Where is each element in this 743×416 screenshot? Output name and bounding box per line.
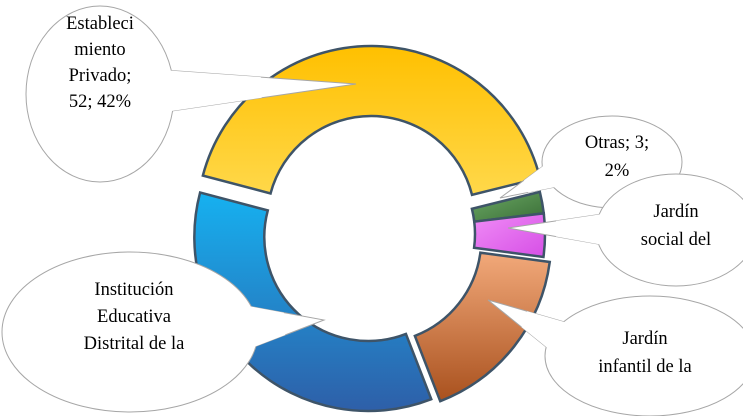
callout-label-line: miento bbox=[74, 40, 125, 60]
callout-label-line: Institución bbox=[94, 280, 173, 300]
callout-bubble bbox=[1, 251, 259, 413]
slice-instituci-n-educativa-distrital-de-la bbox=[193, 191, 433, 413]
callout-label-line: Educativa bbox=[97, 307, 171, 327]
callout-label-line: 52; 42% bbox=[69, 92, 131, 112]
callout-0: Estableci miento Privado; 52; 42% bbox=[25, 5, 357, 183]
callout-label-line: Distrital de la bbox=[84, 334, 185, 354]
callout-label-line: Otras; 3; bbox=[585, 133, 649, 153]
callout-label-line: Privado; bbox=[69, 66, 132, 86]
callout-label-line: 2% bbox=[605, 161, 630, 181]
callout-label-line: social del bbox=[641, 230, 711, 250]
callout-label-line: Jardín bbox=[622, 329, 667, 349]
callout-bubble bbox=[544, 295, 743, 416]
callout-4: Institución Educativa Distrital de la bbox=[1, 251, 326, 413]
slice-establecimiento-privado bbox=[201, 44, 542, 197]
callout-label-line: infantil de la bbox=[598, 357, 692, 377]
slice-jard-n-social-del bbox=[472, 212, 547, 259]
callout-2: Jardín social del bbox=[507, 173, 743, 287]
callout-3: Jardín infantil de la bbox=[487, 295, 743, 416]
callout-label-line: Jardín bbox=[653, 202, 698, 222]
callout-label-line: Estableci bbox=[66, 14, 134, 34]
